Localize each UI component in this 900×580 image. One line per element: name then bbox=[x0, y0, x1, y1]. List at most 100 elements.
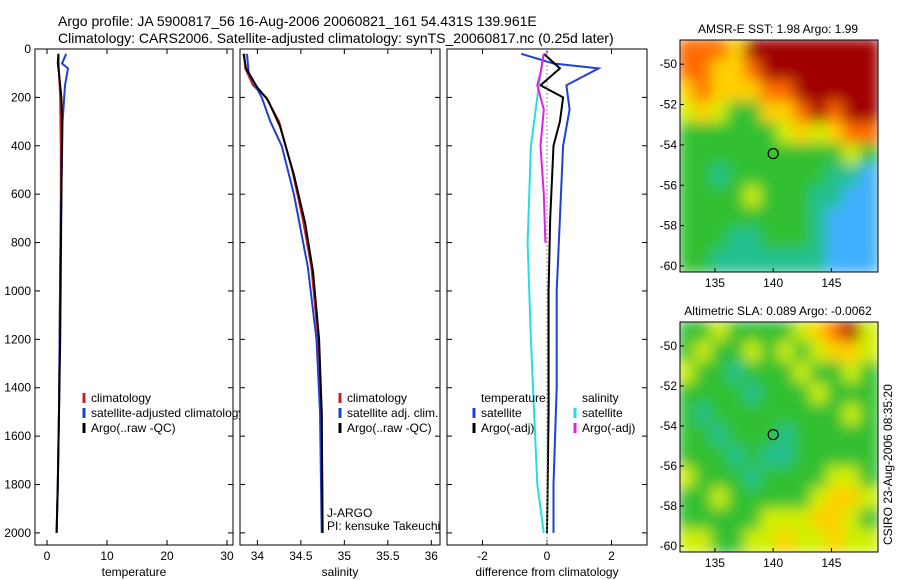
sla-map-cell bbox=[727, 382, 748, 408]
sla-map-cell bbox=[826, 424, 847, 450]
sla-map-cell bbox=[744, 445, 765, 471]
sla-map-cell bbox=[744, 382, 765, 408]
difference-legend-header-salinity: salinity bbox=[582, 391, 619, 405]
sla-map-cell bbox=[810, 340, 831, 366]
sla-map-cell bbox=[810, 361, 831, 387]
sla-map-cell bbox=[793, 466, 814, 492]
sla-map-cell bbox=[694, 424, 715, 450]
sla-map-cell bbox=[843, 322, 864, 345]
sst-map-cell bbox=[859, 101, 878, 127]
sst-map-cell bbox=[727, 59, 748, 85]
sst-map-cell bbox=[694, 59, 715, 85]
sst-map-cell bbox=[694, 206, 715, 232]
sla-map-cell bbox=[694, 529, 715, 552]
sst-map-cell bbox=[727, 143, 748, 169]
sst-map-cell bbox=[810, 206, 831, 232]
difference-series-argo-adj- bbox=[538, 53, 565, 533]
sst-map-ytick-label: -50 bbox=[660, 57, 678, 71]
sla-map-cell bbox=[859, 508, 878, 534]
sla-map-cell bbox=[843, 445, 864, 471]
sst-map-cell bbox=[843, 227, 864, 253]
temperature-xtick-label: 20 bbox=[160, 549, 174, 563]
sla-map-cell bbox=[694, 487, 715, 513]
sla-map-cell bbox=[727, 403, 748, 429]
difference-xtick-label: 2 bbox=[608, 549, 615, 563]
sst-map-cell bbox=[810, 185, 831, 211]
sst-map-cell bbox=[711, 206, 732, 232]
sst-map-cell bbox=[680, 143, 699, 169]
sla-map-cell bbox=[680, 361, 699, 387]
difference-legend-temp-satellite-label: satellite bbox=[481, 406, 522, 420]
sla-map-xtick-label: 135 bbox=[705, 556, 725, 570]
sla-map-cell bbox=[843, 529, 864, 552]
sla-map-cell bbox=[777, 340, 798, 366]
sst-map-cell bbox=[777, 101, 798, 127]
sst-map-cell bbox=[810, 248, 831, 272]
sst-map-cell bbox=[711, 143, 732, 169]
sst-map-cell bbox=[744, 40, 765, 64]
sst-map-cell bbox=[826, 80, 847, 106]
sla-map-cell bbox=[810, 322, 831, 345]
sst-map-cell bbox=[760, 122, 781, 148]
sla-map-cell bbox=[777, 424, 798, 450]
sst-map-cell bbox=[777, 206, 798, 232]
sla-map-cell bbox=[843, 508, 864, 534]
sst-map-cell bbox=[793, 40, 814, 64]
csiro-stamp: CSIRO 23-Aug-2006 08:35:20 bbox=[881, 384, 895, 545]
sla-map-cell bbox=[694, 322, 715, 345]
sst-map-cell bbox=[793, 143, 814, 169]
sla-map-cell bbox=[680, 340, 699, 366]
sla-map-cell bbox=[777, 382, 798, 408]
sst-map-cell bbox=[711, 40, 732, 64]
sst-map-cell bbox=[793, 248, 814, 272]
sla-map-cell bbox=[859, 382, 878, 408]
sla-map-cell bbox=[793, 340, 814, 366]
sla-map-cell bbox=[843, 466, 864, 492]
sst-map-cell bbox=[694, 122, 715, 148]
salinity-annotation-line2: PI: kensuke Takeuchi bbox=[327, 519, 440, 533]
sst-map-cell bbox=[777, 59, 798, 85]
sst-map-cell bbox=[826, 248, 847, 272]
sla-map-cell bbox=[744, 466, 765, 492]
sla-map-cell bbox=[793, 445, 814, 471]
temperature-ytick-label: 400 bbox=[11, 139, 31, 153]
sla-map-cell bbox=[793, 403, 814, 429]
sla-map-cell bbox=[793, 361, 814, 387]
sla-map-cell bbox=[711, 340, 732, 366]
sst-map-xtick-label: 140 bbox=[763, 276, 783, 290]
sst-map-cell bbox=[744, 59, 765, 85]
salinity-xtick-label: 34 bbox=[251, 549, 265, 563]
sla-map-cell bbox=[744, 403, 765, 429]
sst-map-cell bbox=[777, 227, 798, 253]
sla-map-cell bbox=[826, 466, 847, 492]
sst-map-cell bbox=[680, 227, 699, 253]
sla-map-cell bbox=[843, 403, 864, 429]
sla-map-cell bbox=[711, 529, 732, 552]
sst-map-cell bbox=[760, 164, 781, 190]
salinity-xtick-label: 35.5 bbox=[376, 549, 400, 563]
sla-map-frame bbox=[679, 321, 879, 553]
sla-map-cell bbox=[727, 487, 748, 513]
sst-map-xtick-label: 145 bbox=[821, 276, 841, 290]
sla-map-cell bbox=[727, 529, 748, 552]
sst-map-cell bbox=[744, 80, 765, 106]
sla-map-cell bbox=[744, 340, 765, 366]
sla-map-cell bbox=[810, 382, 831, 408]
difference-legend-header-temperature: temperature bbox=[481, 391, 546, 405]
sst-map-cell bbox=[859, 185, 878, 211]
sla-map-cell bbox=[760, 487, 781, 513]
sla-map-cell bbox=[760, 529, 781, 552]
sst-map-title: AMSR-E SST: 1.98 Argo: 1.99 bbox=[698, 22, 858, 36]
sst-map-cell bbox=[727, 227, 748, 253]
sst-map-cell bbox=[744, 227, 765, 253]
sla-map-cell bbox=[777, 322, 798, 345]
sla-map-cell bbox=[727, 424, 748, 450]
sst-map-cell bbox=[744, 143, 765, 169]
sla-map-cell bbox=[793, 322, 814, 345]
sla-map-cell bbox=[859, 466, 878, 492]
sst-map-cell bbox=[744, 122, 765, 148]
sst-map-ytick-label: -52 bbox=[660, 98, 678, 112]
sst-map-cell bbox=[760, 59, 781, 85]
sla-map-cell bbox=[680, 382, 699, 408]
sla-map-cell bbox=[810, 487, 831, 513]
